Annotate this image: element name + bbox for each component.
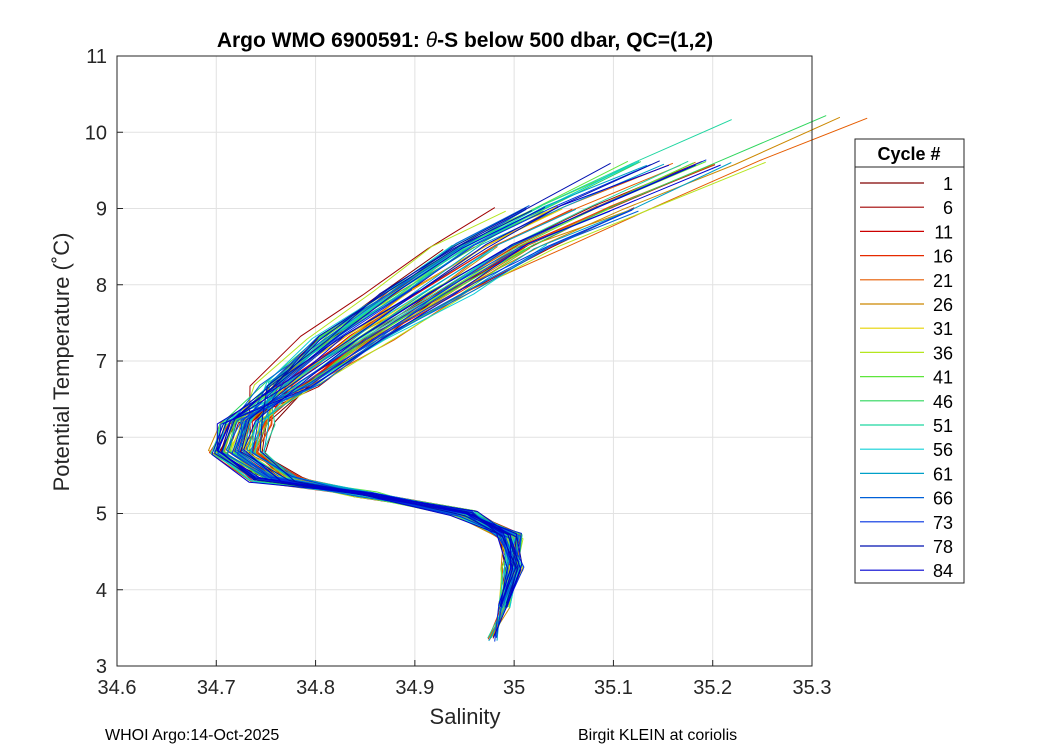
x-tick-label: 35.2 xyxy=(693,677,732,699)
legend-label-cycle-16: 16 xyxy=(933,247,953,267)
y-tick-label: 9 xyxy=(96,199,107,221)
chart-title: Argo WMO 6900591: θ-S below 500 dbar, QC… xyxy=(217,29,713,52)
legend-label-cycle-78: 78 xyxy=(933,537,953,557)
legend-label-cycle-73: 73 xyxy=(933,513,953,533)
profile-curve-cycle-84 xyxy=(216,164,670,607)
axis-ticks: 34.6 34.7 34.8 34.9 35 35.1 35.2 35.3 3 4 5 6 7 8 9 10 1… xyxy=(85,46,832,699)
legend-box xyxy=(854,138,965,584)
x-tick-label: 34.8 xyxy=(296,677,335,699)
legend-label-cycle-36: 36 xyxy=(933,343,953,363)
profile-curve-cycle-78 xyxy=(221,207,527,606)
y-axis-label: Potential Temperature (˚C) xyxy=(49,233,74,492)
x-axis-label: Salinity xyxy=(430,704,501,729)
legend-label-cycle-6: 6 xyxy=(943,198,953,218)
legend-label-cycle-84: 84 xyxy=(933,561,953,581)
x-tick-label: 34.6 xyxy=(98,677,137,699)
legend-label-cycle-56: 56 xyxy=(933,440,953,460)
y-tick-label: 5 xyxy=(96,504,107,526)
y-tick-label: 11 xyxy=(86,46,107,68)
legend-title: Cycle # xyxy=(877,144,940,164)
x-tick-label: 34.9 xyxy=(395,677,434,699)
y-tick-label: 3 xyxy=(96,656,107,678)
footer-author: Birgit KLEIN at coriolis xyxy=(578,727,737,744)
x-tick-label: 35.1 xyxy=(594,677,633,699)
profile-curve-cycle-73 xyxy=(231,164,651,638)
legend-label-cycle-31: 31 xyxy=(933,319,953,339)
profile-curve-cycle-78 xyxy=(214,160,660,608)
profile-curve-cycle-73 xyxy=(252,289,522,605)
x-tick-label: 35 xyxy=(503,677,525,699)
legend-label-cycle-1: 1 xyxy=(943,174,953,194)
y-tick-label: 6 xyxy=(96,427,107,449)
y-tick-label: 8 xyxy=(96,275,107,297)
legend-label-cycle-46: 46 xyxy=(933,392,953,412)
footer-date: WHOI Argo:14-Oct-2025 xyxy=(105,727,279,744)
legend-label-cycle-26: 26 xyxy=(933,295,953,315)
legend-label-cycle-51: 51 xyxy=(933,416,953,436)
legend-label-cycle-11: 11 xyxy=(934,222,953,242)
y-tick-label: 4 xyxy=(96,580,107,602)
x-tick-label: 35.3 xyxy=(793,677,832,699)
profile-curve-cycle-84 xyxy=(216,206,546,638)
y-tick-label: 10 xyxy=(85,122,107,144)
legend-label-cycle-66: 66 xyxy=(933,489,953,509)
legend-label-cycle-61: 61 xyxy=(933,464,953,484)
x-tick-label: 34.7 xyxy=(197,677,236,699)
legend-label-cycle-41: 41 xyxy=(933,368,953,388)
legend-label-cycle-21: 21 xyxy=(933,271,953,291)
profile-curves xyxy=(208,115,868,642)
y-tick-label: 7 xyxy=(96,351,107,373)
profile-curve-cycle-66 xyxy=(227,208,634,609)
